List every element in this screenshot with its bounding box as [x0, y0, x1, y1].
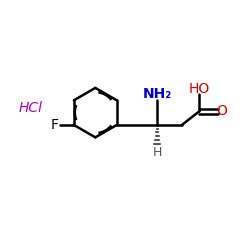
Text: NH₂: NH₂ [142, 87, 172, 101]
Text: H: H [152, 146, 162, 159]
Text: HO: HO [188, 82, 210, 96]
Text: HCl: HCl [19, 101, 43, 115]
Text: O: O [217, 104, 228, 118]
Text: F: F [51, 118, 59, 132]
